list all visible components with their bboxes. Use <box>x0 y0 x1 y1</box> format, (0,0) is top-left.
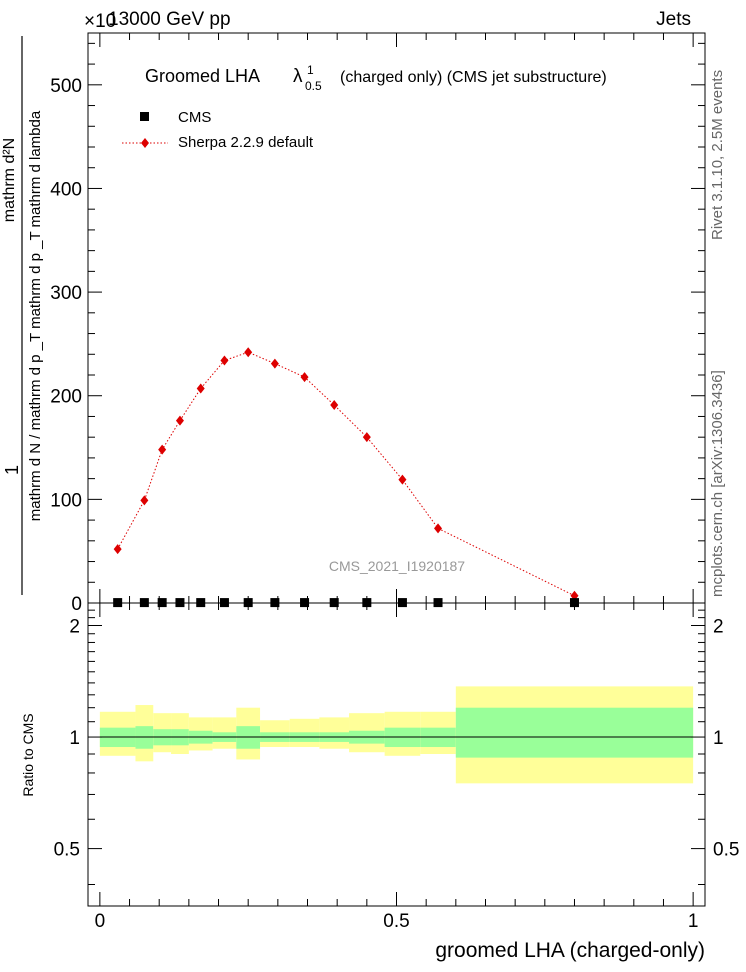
side-label-bottom: mcplots.cern.ch [arXiv:1306.3436] <box>709 370 726 597</box>
sherpa-point <box>244 347 253 358</box>
ratio-y-tick-label: 1 <box>69 728 80 749</box>
legend-marker-cms <box>140 112 149 121</box>
ratio-y-tick-label-right: 2 <box>713 616 724 637</box>
sherpa-point <box>196 383 205 394</box>
ratio-y-tick-label-right: 1 <box>713 728 724 749</box>
main-x-ticks <box>99 33 694 603</box>
legend-label-cms: CMS <box>178 109 211 126</box>
header-process: Jets <box>656 9 691 30</box>
sherpa-point <box>330 400 339 411</box>
ratio-inner-band-bin <box>455 707 694 758</box>
main-y-ticks: 0 100 200 300 400 500 <box>50 42 705 615</box>
ratio-panel: 0.5 0.51 12 2 0 0.5 1 Ratio to CMS groomed LH… <box>20 602 739 962</box>
ylabel-numerator: 1 <box>2 465 22 475</box>
main-y-tick-label: 0 <box>71 594 82 615</box>
sherpa-point <box>158 444 167 455</box>
sherpa-point <box>270 358 279 369</box>
chart-title-sub: 0.5 <box>305 79 322 93</box>
main-y-tick-label: 500 <box>50 76 82 97</box>
ratio-y-label: Ratio to CMS <box>20 713 36 796</box>
x-tick-label: 0.5 <box>383 911 409 932</box>
ratio-x-ticks: 0 0.5 1 <box>95 603 699 932</box>
legend: CMS Sherpa 2.2.9 default <box>122 109 314 151</box>
ratio-y-tick-label: 2 <box>69 616 80 637</box>
chart-title: Groomed LHA <box>145 66 260 86</box>
main-y-tick-label: 100 <box>50 490 82 511</box>
ratio-y-tick-label-right: 0.5 <box>713 840 739 861</box>
sherpa-point <box>434 523 443 534</box>
x-tick-label: 0 <box>95 911 106 932</box>
side-label-top: Rivet 3.1.10, 2.5M events <box>709 70 726 240</box>
ratio-y-ticks: 0.5 0.5 1 1 2 2 <box>54 609 739 886</box>
sherpa-point <box>113 544 122 555</box>
main-panel: 0 100 200 300 400 500 CMS_2021_I1920187 Groom… <box>1 32 706 615</box>
legend-marker-sherpa <box>141 138 149 148</box>
ratio-bands <box>99 686 694 784</box>
sherpa-point <box>140 495 149 506</box>
ylabel-denominator: mathrm d N / mathrm d p _T mathrm d p _T… <box>27 110 44 521</box>
sherpa-point <box>362 432 371 443</box>
chart-title-sup: 1 <box>307 63 314 77</box>
main-y-label: 1 mathrm d²N mathrm d N / mathrm d p _T … <box>1 36 44 595</box>
sherpa-point <box>398 474 407 485</box>
header-exponent: ×10 <box>84 11 116 32</box>
ylabel-top: mathrm d²N <box>1 138 18 222</box>
sherpa-point <box>175 415 184 426</box>
sherpa-line <box>117 351 575 597</box>
chart-title-suffix: (charged only) (CMS jet substructure) <box>340 69 607 86</box>
x-tick-label: 1 <box>688 911 699 932</box>
header-energy: 13000 GeV pp <box>108 9 231 30</box>
sherpa-point <box>220 355 229 366</box>
main-y-tick-label: 300 <box>50 283 82 304</box>
sherpa-point <box>300 372 309 383</box>
x-axis-label: groomed LHA (charged-only) <box>435 939 705 962</box>
analysis-id: CMS_2021_I1920187 <box>329 558 465 574</box>
main-y-tick-label: 400 <box>50 179 82 200</box>
ratio-y-tick-label: 0.5 <box>54 840 80 861</box>
main-y-tick-label: 200 <box>50 387 82 408</box>
chart-title-symbol: λ <box>293 66 303 87</box>
legend-label-sherpa: Sherpa 2.2.9 default <box>178 134 314 151</box>
